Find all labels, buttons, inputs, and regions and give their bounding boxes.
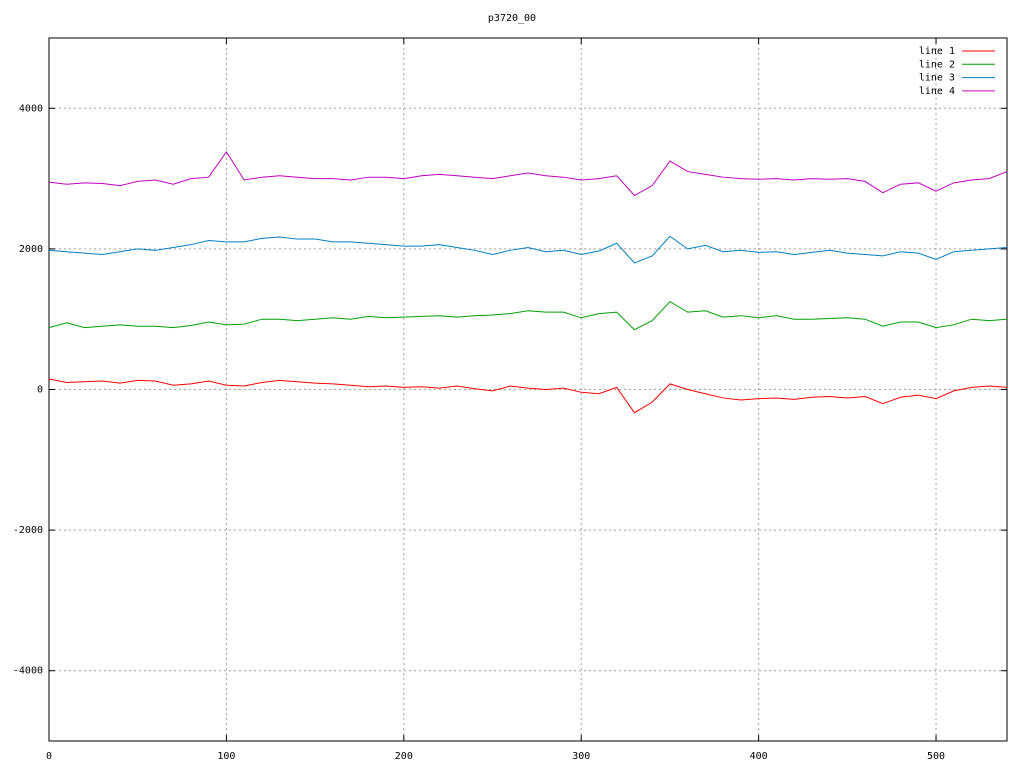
series-line	[48, 150, 1008, 197]
series-line	[48, 300, 1008, 331]
y-tick-label: 2000	[19, 244, 43, 255]
y-tick-label: -4000	[13, 666, 43, 677]
x-tick-label: 500	[927, 751, 945, 762]
legend-label: line 1	[919, 46, 955, 57]
y-tick-label: 4000	[19, 103, 43, 114]
x-tick-label: 200	[395, 751, 413, 762]
series-line	[48, 235, 1008, 264]
y-tick-label: 0	[37, 385, 43, 396]
legend-label: line 2	[919, 59, 955, 70]
series-line	[48, 378, 1008, 414]
y-tick-label: -2000	[13, 525, 43, 536]
x-tick-label: 100	[217, 751, 235, 762]
legend-label: line 4	[919, 86, 955, 97]
plot-frame	[48, 37, 1008, 742]
x-tick-label: 0	[46, 751, 52, 762]
legend-label: line 3	[919, 73, 955, 84]
chart-title: p3720_00	[488, 13, 536, 24]
x-tick-label: 300	[572, 751, 590, 762]
x-tick-label: 400	[750, 751, 768, 762]
